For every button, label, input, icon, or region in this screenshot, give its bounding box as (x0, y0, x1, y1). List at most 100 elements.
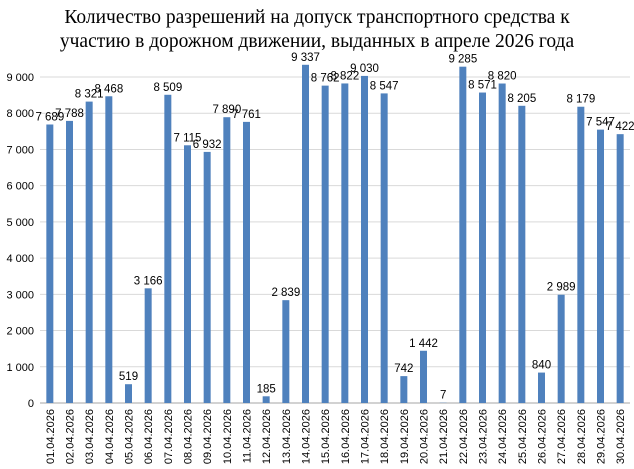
x-tick-label: 13.04.2026 (281, 409, 293, 464)
x-tick-label: 20.04.2026 (419, 409, 431, 464)
bar (518, 105, 526, 404)
chart-title-line-2: участию в дорожном движении, выданных в … (59, 31, 575, 52)
data-label: 8 762 (311, 73, 340, 85)
data-label: 742 (394, 363, 413, 375)
bar (380, 93, 388, 404)
x-tick-label: 18.04.2026 (379, 409, 391, 464)
y-tick-label: 0 (28, 398, 34, 410)
bar (498, 83, 506, 404)
y-tick-label: 8 000 (6, 108, 34, 120)
x-tick-label: 03.04.2026 (84, 409, 96, 464)
x-tick-label: 15.04.2026 (320, 409, 332, 464)
bar (321, 85, 329, 404)
y-tick-label: 9 000 (6, 72, 34, 84)
x-tick-label: 21.04.2026 (438, 409, 450, 464)
x-tick-label: 22.04.2026 (458, 409, 470, 464)
bar (479, 92, 486, 403)
bar (262, 396, 270, 403)
bar (420, 350, 427, 403)
data-label: 185 (257, 383, 276, 395)
x-tick-label: 19.04.2026 (399, 409, 411, 464)
x-tick-label: 02.04.2026 (65, 409, 77, 464)
x-tick-label: 11.04.2026 (242, 409, 254, 463)
x-tick-label: 04.04.2026 (104, 409, 116, 464)
bar (597, 129, 604, 403)
bar (66, 120, 73, 403)
x-tick-label: 28.04.2026 (576, 409, 588, 464)
data-label: 7 422 (606, 121, 634, 133)
x-tick-label: 25.04.2026 (517, 409, 529, 464)
data-label: 7 (440, 390, 446, 402)
data-label: 7 788 (55, 108, 84, 120)
x-tick-label: 06.04.2026 (143, 409, 155, 464)
bar (577, 106, 585, 404)
data-label: 8 205 (507, 93, 536, 105)
bar (46, 124, 54, 403)
data-label: 8 468 (94, 83, 123, 95)
data-label: 9 337 (291, 52, 320, 64)
bar (302, 64, 309, 403)
data-label: 9 030 (350, 63, 379, 75)
y-tick-label: 3 000 (6, 289, 34, 301)
y-tick-label: 6 000 (6, 181, 34, 193)
y-tick-label: 4 000 (6, 253, 34, 265)
bar (282, 300, 290, 403)
bar (164, 94, 172, 404)
x-tick-label: 17.04.2026 (360, 409, 372, 464)
data-label: 2 989 (547, 282, 576, 294)
data-label: 3 166 (134, 275, 163, 287)
x-tick-label: 27.04.2026 (556, 409, 568, 464)
y-tick-labels: 0 1 000 2 000 3 000 4 000 5 000 6 000 7 000 8 00… (6, 72, 34, 410)
x-tick-label: 30.04.2026 (615, 409, 627, 464)
x-tick-label: 23.04.2026 (478, 409, 490, 464)
gridlines (40, 76, 630, 368)
x-tick-label: 01.04.2026 (45, 409, 57, 464)
bar (105, 96, 113, 403)
x-tick-label: 29.04.2026 (596, 409, 608, 464)
data-label: 1 442 (409, 338, 438, 350)
chart-title: Количество разрешений на допуск транспор… (0, 6, 634, 54)
bar (400, 376, 408, 403)
x-tick-label: 14.04.2026 (301, 409, 313, 464)
y-tick-label: 2 000 (6, 326, 34, 338)
data-label: 8 509 (153, 82, 182, 94)
x-tick-label: 24.04.2026 (497, 409, 509, 464)
bar (203, 151, 211, 403)
data-label: 6 932 (193, 139, 222, 151)
x-tick-label: 05.04.2026 (124, 409, 136, 464)
bar (85, 101, 93, 404)
bar (538, 372, 545, 403)
bar (459, 66, 467, 403)
data-label: 2 839 (271, 287, 300, 299)
x-tick-label: 09.04.2026 (202, 409, 214, 464)
y-tick-label: 7 000 (6, 144, 34, 156)
y-tick-label: 5 000 (6, 217, 34, 229)
x-tick-labels: 01.04.2026 02.04.2026 03.04.2026 04.04.2026… (45, 409, 627, 464)
x-tick-label: 07.04.2026 (163, 409, 175, 464)
data-label: 8 321 (75, 89, 104, 101)
bar (125, 384, 132, 403)
data-label: 519 (119, 371, 138, 383)
data-label: 7 115 (174, 132, 202, 144)
bar (243, 121, 250, 403)
y-tick-label: 1 000 (6, 362, 34, 374)
bar (341, 83, 349, 403)
data-label: 7 890 (212, 104, 241, 116)
x-tick-label: 16.04.2026 (340, 409, 352, 464)
bar (557, 294, 565, 403)
bars (46, 64, 624, 404)
bar (184, 145, 191, 404)
data-label: 8 820 (488, 71, 517, 83)
x-tick-label: 08.04.2026 (183, 409, 195, 464)
data-label: 8 822 (330, 70, 359, 82)
data-label: 9 285 (448, 54, 477, 66)
data-label: 8 179 (566, 94, 595, 106)
bar (361, 75, 368, 403)
x-tick-label: 10.04.2026 (222, 409, 234, 464)
data-label: 840 (532, 360, 551, 372)
data-label: 7 547 (586, 117, 615, 129)
data-label: 8 571 (468, 80, 497, 92)
